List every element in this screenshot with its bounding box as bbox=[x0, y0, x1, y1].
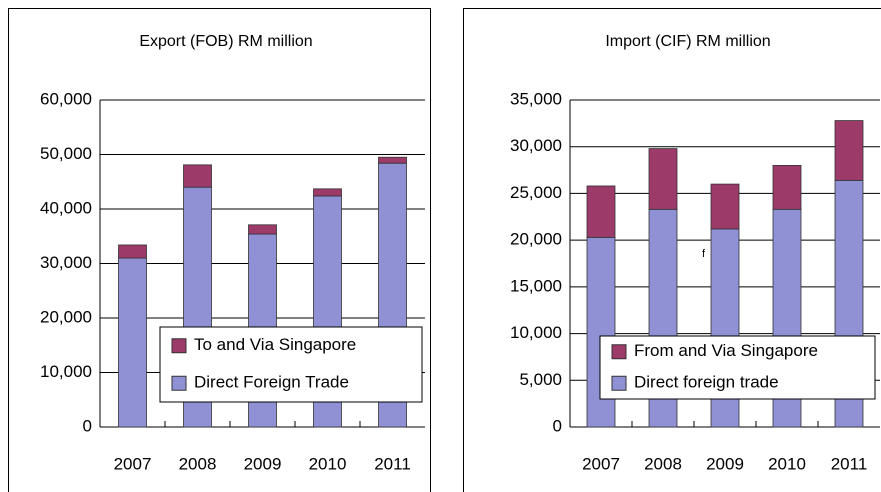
y-tick-label: 40,000 bbox=[40, 198, 92, 217]
bar-segment bbox=[648, 148, 678, 210]
x-tick-label: 2010 bbox=[768, 454, 806, 473]
y-tick-label: 50,000 bbox=[40, 144, 92, 163]
x-tick-label: 2007 bbox=[582, 454, 620, 473]
legend-label: To and Via Singapore bbox=[194, 335, 356, 354]
y-tick-label: 25,000 bbox=[510, 183, 562, 202]
bar-segment bbox=[586, 185, 616, 238]
y-tick-label: 5,000 bbox=[519, 370, 562, 389]
legend-label: Direct Foreign Trade bbox=[194, 373, 349, 392]
bar-segment bbox=[834, 120, 864, 181]
panel-frame bbox=[463, 8, 881, 492]
annotation: f bbox=[702, 248, 706, 260]
y-tick-label: 10,000 bbox=[40, 362, 92, 381]
y-tick-label: 0 bbox=[553, 416, 562, 435]
x-tick-label: 2011 bbox=[831, 454, 868, 473]
panel-frame bbox=[8, 8, 431, 492]
x-tick-label: 2009 bbox=[244, 454, 282, 473]
bar-segment bbox=[118, 244, 147, 259]
y-tick-label: 20,000 bbox=[510, 230, 562, 249]
legend-swatch bbox=[171, 338, 187, 354]
x-tick-label: 2008 bbox=[644, 454, 682, 473]
bar-segment bbox=[313, 188, 342, 197]
y-tick-label: 30,000 bbox=[510, 136, 562, 155]
bar-segment bbox=[710, 183, 740, 230]
chart-title: Export (FOB) RM million bbox=[139, 33, 312, 50]
legend-box bbox=[159, 326, 423, 403]
bar-segment bbox=[248, 224, 277, 235]
x-tick-label: 2011 bbox=[374, 454, 411, 473]
bar-segment bbox=[118, 257, 147, 428]
chart-title: Import (CIF) RM million bbox=[605, 33, 770, 50]
legend-swatch bbox=[171, 375, 187, 391]
y-tick-label: 35,000 bbox=[510, 89, 562, 108]
legend-box bbox=[599, 335, 876, 400]
bar-segment bbox=[772, 164, 802, 210]
legend-label: From and Via Singapore bbox=[634, 341, 818, 360]
bar-segment bbox=[378, 156, 407, 164]
x-tick-label: 2010 bbox=[309, 454, 347, 473]
legend-swatch bbox=[611, 344, 627, 360]
y-tick-label: 15,000 bbox=[510, 276, 562, 295]
y-tick-label: 60,000 bbox=[40, 89, 92, 108]
x-tick-label: 2008 bbox=[179, 454, 217, 473]
y-tick-label: 30,000 bbox=[40, 253, 92, 272]
legend-swatch bbox=[611, 375, 627, 391]
bar-segment bbox=[183, 164, 212, 188]
y-tick-label: 20,000 bbox=[40, 307, 92, 326]
x-tick-label: 2009 bbox=[706, 454, 744, 473]
x-tick-label: 2007 bbox=[114, 454, 152, 473]
y-tick-label: 0 bbox=[83, 416, 92, 435]
y-tick-label: 10,000 bbox=[510, 323, 562, 342]
legend-label: Direct foreign trade bbox=[634, 373, 779, 392]
